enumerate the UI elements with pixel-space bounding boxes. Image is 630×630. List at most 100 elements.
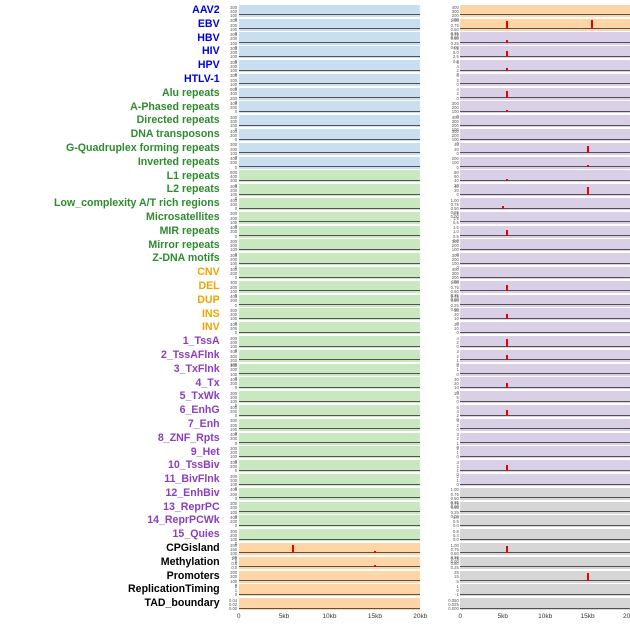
y-tick-label: 300: [451, 8, 459, 14]
y-tick-label: 0: [456, 150, 459, 156]
y-tick-label: 4: [456, 87, 459, 93]
feature-row: INV 400 200 0 20 10 0: [2, 321, 630, 335]
y-tick-label: 20: [454, 188, 459, 194]
y-tick-label: 0.0: [452, 237, 459, 243]
y-tick-label: 1: [456, 468, 459, 474]
y-tick-label: 100: [230, 219, 238, 225]
y-axis-ticks: 400 200 0: [224, 459, 239, 473]
y-tick-label: 100: [451, 137, 459, 143]
y-tick-label: 100: [230, 192, 238, 198]
y-axis-ticks: 400 200 0: [224, 156, 239, 170]
y-tick-label: 300: [451, 101, 459, 107]
y-tick-label: 4: [456, 408, 459, 414]
y-axis-ticks: 300 200 100 0: [224, 252, 239, 270]
signal-baseline: [460, 138, 630, 140]
y-axis-ticks: 400 200 0: [224, 321, 239, 335]
y-tick-label: 20: [454, 312, 459, 318]
column-gap: [420, 18, 445, 32]
y-tick-label: 300: [230, 528, 238, 534]
column-gap: [420, 418, 445, 432]
left-signal-panel: [238, 529, 421, 542]
y-tick-label: 10: [454, 390, 459, 396]
signal-baseline: [460, 483, 630, 485]
feature-row-label: ReplicationTiming: [128, 583, 220, 596]
signal-baseline: [460, 110, 630, 112]
signal-baseline: [238, 469, 421, 471]
feature-row-label: DNA transposons: [130, 128, 220, 141]
y-tick-label: 0: [456, 362, 459, 368]
y-tick-label: 80: [454, 170, 459, 176]
signal-baseline: [460, 386, 630, 388]
y-axis-ticks: 300 200 100 0: [224, 59, 239, 77]
y-tick-label: 200: [230, 574, 238, 580]
y-tick-label: 0.0: [452, 537, 459, 543]
y-axis-ticks: 0.75 0.50 0.25 0.00: [445, 32, 460, 49]
signal-spike: [373, 551, 376, 554]
y-tick-label: 0: [234, 164, 238, 170]
left-signal-panel: [238, 446, 421, 459]
left-signal-panel: [238, 294, 421, 307]
right-signal-panel: [460, 198, 630, 211]
y-tick-label: 0: [234, 30, 238, 36]
y-tick-label: 0.00: [450, 559, 459, 565]
y-axis-ticks: 20 10 0: [445, 321, 460, 335]
feature-row-label: 13_ReprPC: [163, 500, 220, 513]
signal-baseline: [460, 524, 630, 526]
y-axis-ticks: 1.00 0.75 0.50 0.25 0.00: [445, 280, 460, 302]
signal-spike: [505, 50, 508, 57]
y-axis-ticks: 300 200 100 0: [445, 252, 460, 270]
y-tick-label: 200: [451, 156, 459, 162]
signal-spike: [586, 146, 589, 154]
y-tick-label: 400: [230, 156, 238, 162]
y-tick-label: 200: [230, 178, 238, 184]
rows-container: AAV2 300 200 100 0 400 300 200 100 EBV 300 200 100 0 1…: [2, 4, 630, 611]
y-tick-label: 100: [230, 40, 238, 46]
feature-row: 6_EnhG 400 200 0 6 4 2 0: [2, 404, 630, 422]
y-tick-label: 1.5: [452, 225, 459, 231]
y-tick-label: 400: [451, 266, 459, 272]
y-axis-ticks: 400 300 200 100: [445, 4, 460, 22]
y-axis-ticks: 1.0 0.5 0.0: [224, 556, 239, 570]
signal-baseline: [460, 580, 630, 582]
column-gap: [420, 321, 445, 335]
right-signal-panel: [460, 391, 630, 404]
y-tick-label: 0: [456, 164, 459, 170]
y-tick-label: 0.25: [450, 293, 459, 299]
y-tick-label: 0.0: [452, 523, 459, 529]
y-tick-label: 100: [230, 578, 238, 584]
signal-baseline: [238, 455, 421, 457]
y-tick-label: 0: [234, 251, 238, 257]
y-tick-label: 4: [456, 73, 459, 79]
y-tick-label: 1: [456, 477, 459, 483]
left-signal-panel: [238, 156, 421, 169]
y-tick-label: 100: [230, 261, 238, 267]
y-tick-label: 0: [456, 417, 459, 423]
signal-baseline: [460, 552, 630, 554]
feature-row: HBV 300 200 100 0 0.75 0.50 0.25 0.00: [2, 32, 630, 49]
y-tick-label: 0.00: [450, 35, 459, 41]
feature-row-label: Alu repeats: [161, 86, 220, 99]
signal-baseline: [460, 538, 630, 540]
y-axis-ticks: 400 300 200 100: [445, 114, 460, 132]
y-tick-label: 0: [234, 99, 238, 105]
y-tick-label: 0.50: [450, 550, 459, 556]
left-signal-panel: [238, 391, 421, 404]
y-tick-label: 40: [454, 142, 459, 148]
feature-row: 11_BivFlnk 300 200 100 0 2 1 0: [2, 473, 630, 491]
y-tick-label: 200: [230, 519, 238, 525]
y-tick-label: 300: [230, 501, 238, 507]
y-axis-ticks: 30 20 10 0: [445, 377, 460, 394]
right-signal-panel: [460, 322, 630, 335]
right-signal-panel: [460, 515, 630, 528]
y-tick-label: 300: [230, 308, 238, 314]
y-axis-ticks: 400 200 0: [224, 197, 239, 211]
right-signal-panel: [460, 529, 630, 542]
y-tick-label: 200: [230, 298, 238, 304]
y-tick-label: 1: [234, 588, 238, 594]
y-axis-ticks: 1.00 0.75 0.50 0.25 0.00: [445, 197, 460, 219]
feature-row-label: Inverted repeats: [137, 155, 220, 168]
y-tick-label: 400: [230, 294, 238, 300]
left-signal-panel: [238, 101, 421, 114]
y-tick-label: 0: [456, 588, 459, 594]
